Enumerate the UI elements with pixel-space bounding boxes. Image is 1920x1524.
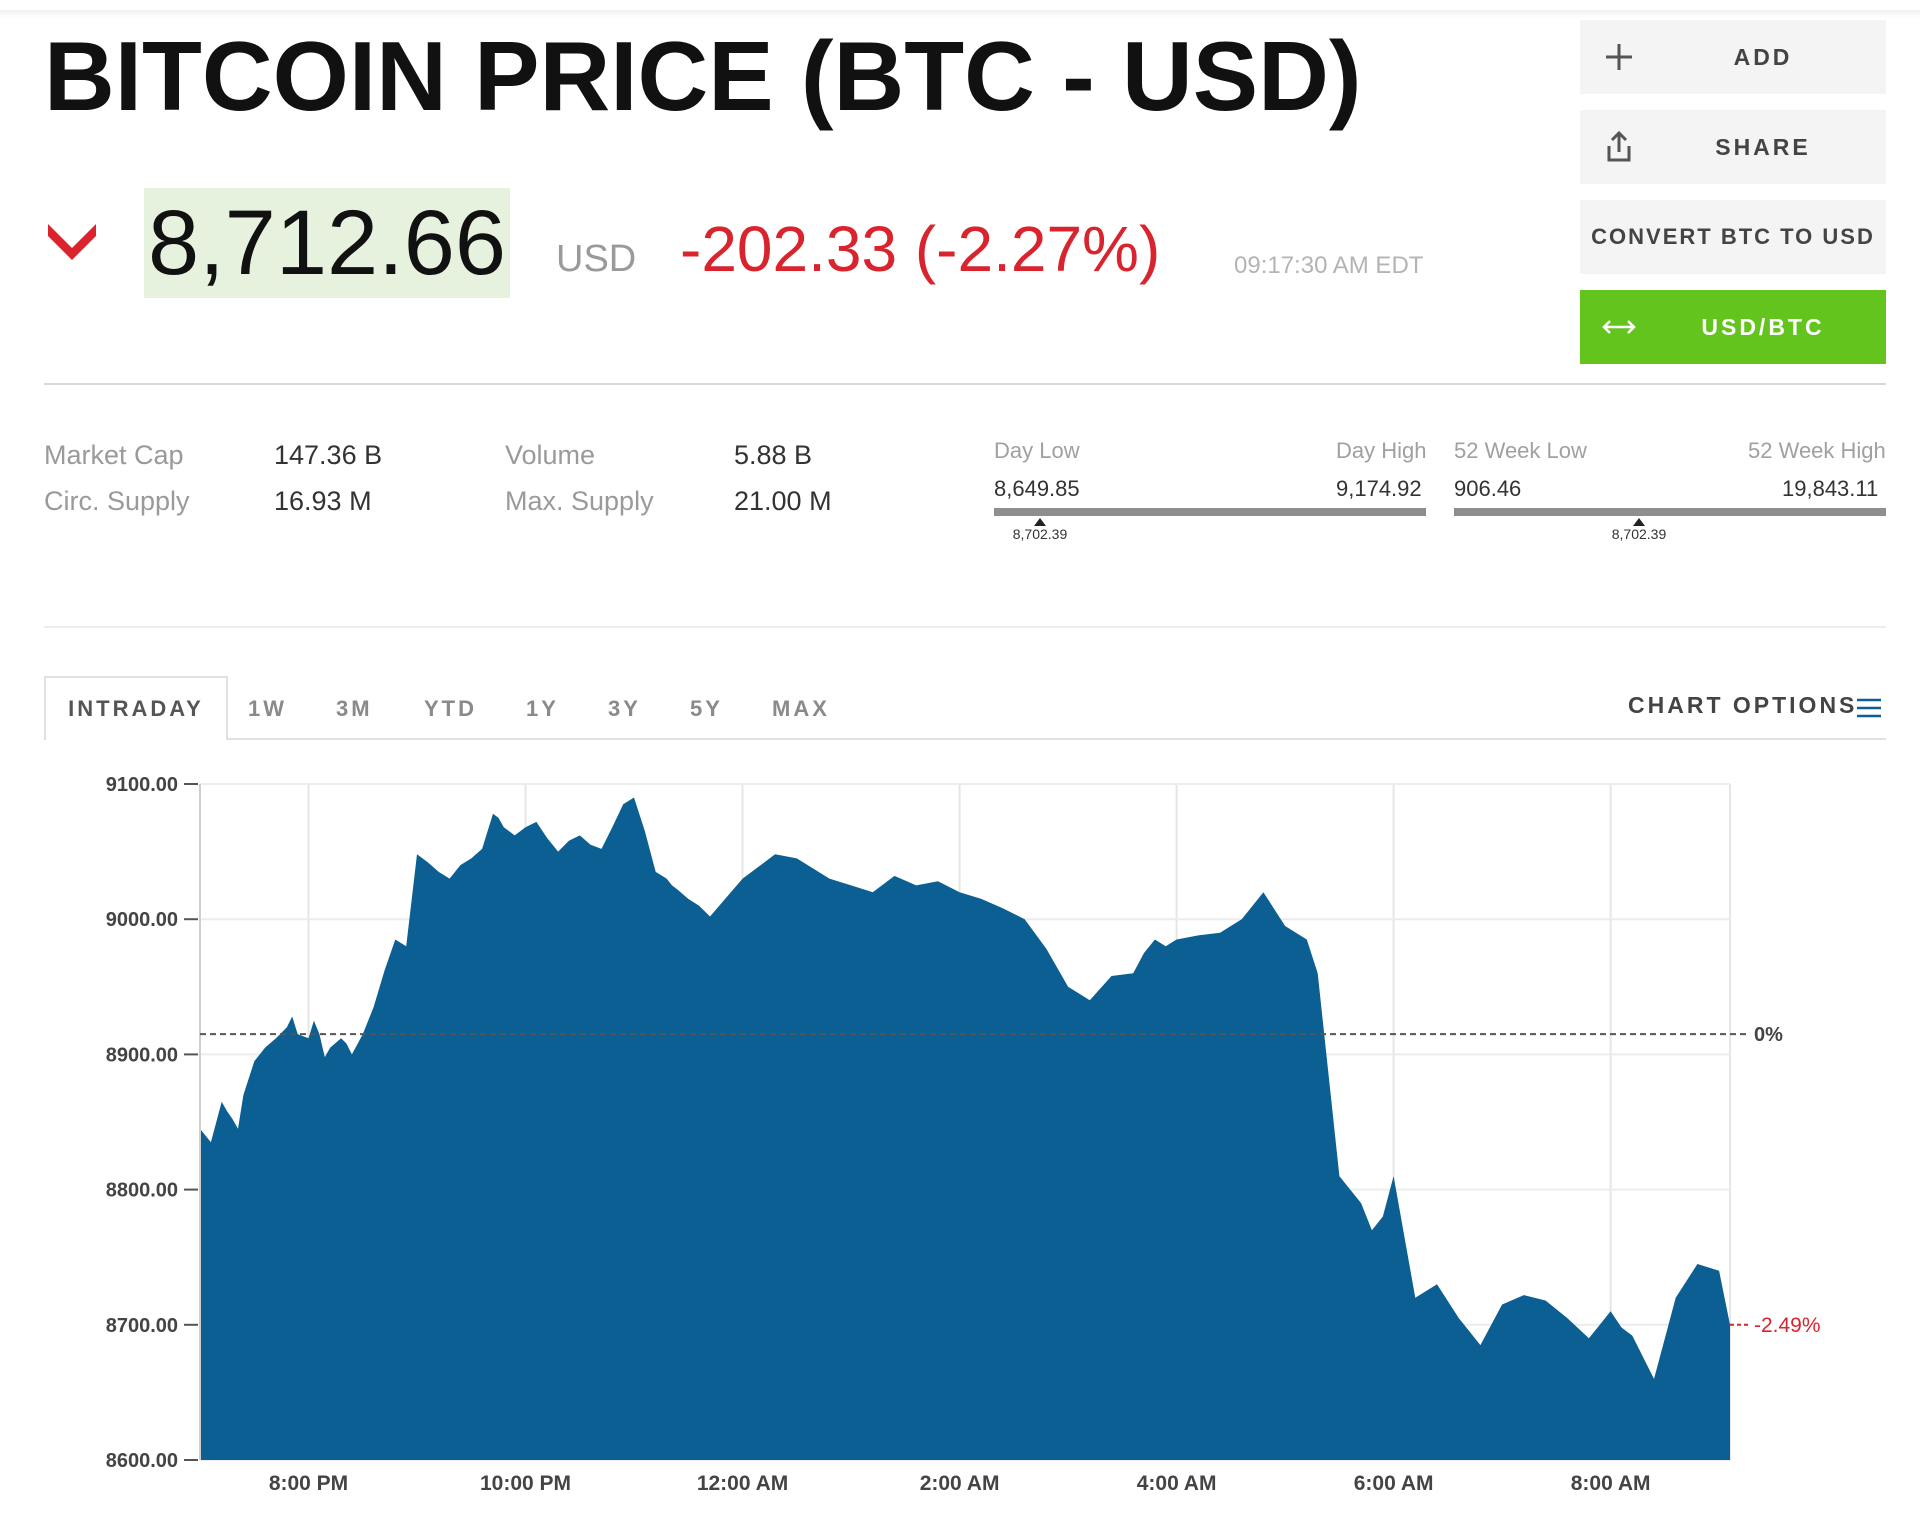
y-tick-label: 9100.00 — [106, 774, 178, 796]
tab-ytd[interactable]: YTD — [424, 696, 477, 721]
usd-btc-button[interactable]: USD/BTC — [1580, 290, 1886, 364]
add-button[interactable]: ADD — [1580, 20, 1886, 94]
day-range-bar — [994, 508, 1426, 516]
volume-value: 5.88 B — [734, 440, 813, 470]
week52-low-label: 52 Week Low — [1454, 438, 1587, 463]
convert-btc-to-usd-button[interactable]: CONVERT BTC TO USD — [1580, 200, 1886, 274]
x-tick-label: 4:00 AM — [1137, 1472, 1217, 1495]
tab-max[interactable]: MAX — [772, 696, 830, 721]
x-tick-label: 8:00 AM — [1571, 1472, 1651, 1495]
x-tick-label: 8:00 PM — [269, 1472, 348, 1495]
share-button[interactable]: SHARE — [1580, 110, 1886, 184]
add-button-label: ADD — [1733, 44, 1793, 70]
market-cap-label: Market Cap — [44, 440, 184, 470]
share-icon — [1607, 130, 1631, 162]
usd-btc-button-label: USD/BTC — [1701, 314, 1825, 340]
day-low-label: Day Low — [994, 438, 1080, 463]
tab-5y[interactable]: 5Y — [690, 696, 723, 721]
x-tick-label: 2:00 AM — [920, 1472, 1000, 1495]
price-timestamp: 09:17:30 AM EDT — [1234, 252, 1424, 279]
week52-range-bar — [1454, 508, 1886, 516]
page-title: BITCOIN PRICE (BTC - USD) — [44, 21, 1362, 131]
share-button-label: SHARE — [1715, 134, 1811, 160]
day-range-marker-value: 8,702.39 — [1012, 526, 1068, 542]
day-range-marker: 8,702.39 — [995, 518, 1085, 542]
circ-supply-label: Circ. Supply — [44, 486, 190, 516]
max-supply-value: 21.00 M — [734, 486, 832, 516]
x-tick-label: 10:00 PM — [480, 1472, 571, 1495]
week52-high-value: 19,843.11 — [1782, 476, 1879, 501]
volume-label: Volume — [505, 440, 596, 470]
day-high-value: 9,174.92 — [1336, 476, 1422, 501]
tab-3m[interactable]: 3M — [336, 696, 373, 721]
end-change-label: -2.49% — [1754, 1314, 1821, 1337]
current-price: 8,712.66 — [144, 188, 510, 298]
price-chart: 9100.00 9000.00 8900.00 8800.00 8700.00 8600.… — [106, 774, 1821, 1495]
price-area — [200, 797, 1730, 1460]
week52-range-marker-value: 8,702.39 — [1611, 526, 1667, 542]
section-divider — [44, 383, 1886, 385]
marker-triangle-icon — [1034, 518, 1046, 526]
tab-1w[interactable]: 1W — [248, 696, 287, 721]
tab-underline — [226, 738, 1886, 740]
convert-button-label: CONVERT BTC TO USD — [1591, 224, 1875, 249]
x-tick-label: 6:00 AM — [1354, 1472, 1434, 1495]
day-high-label: Day High — [1336, 438, 1427, 463]
swap-arrows-icon — [1602, 320, 1636, 334]
marker-triangle-icon — [1633, 518, 1645, 526]
y-tick-label: 8600.00 — [106, 1450, 178, 1472]
y-tick-label: 8800.00 — [106, 1180, 178, 1202]
price-change: -202.33 (-2.27%) — [680, 213, 1161, 285]
tab-1y[interactable]: 1Y — [526, 696, 559, 721]
y-tick-label: 9000.00 — [106, 909, 178, 931]
x-tick-label: 12:00 AM — [697, 1472, 788, 1495]
day-low-value: 8,649.85 — [994, 476, 1080, 501]
chart-options-button[interactable]: CHART OPTIONS — [1628, 692, 1858, 718]
menu-icon[interactable] — [1854, 696, 1884, 720]
week52-low-value: 906.46 — [1454, 476, 1522, 501]
y-tick-label: 8700.00 — [106, 1315, 178, 1337]
section-divider — [44, 626, 1886, 628]
down-arrow-icon — [48, 224, 96, 260]
tab-intraday[interactable]: INTRADAY — [44, 676, 228, 740]
y-tick-label: 8900.00 — [106, 1044, 178, 1066]
circ-supply-value: 16.93 M — [274, 486, 372, 516]
currency-label: USD — [556, 238, 637, 280]
week52-high-label: 52 Week High — [1748, 438, 1886, 463]
max-supply-label: Max. Supply — [505, 486, 654, 516]
week52-range-marker: 8,702.39 — [1594, 518, 1684, 542]
tab-3y[interactable]: 3Y — [608, 696, 641, 721]
plus-icon — [1606, 44, 1632, 70]
top-divider — [0, 10, 1920, 18]
reference-label: 0% — [1754, 1024, 1783, 1046]
market-cap-value: 147.36 B — [274, 440, 383, 470]
